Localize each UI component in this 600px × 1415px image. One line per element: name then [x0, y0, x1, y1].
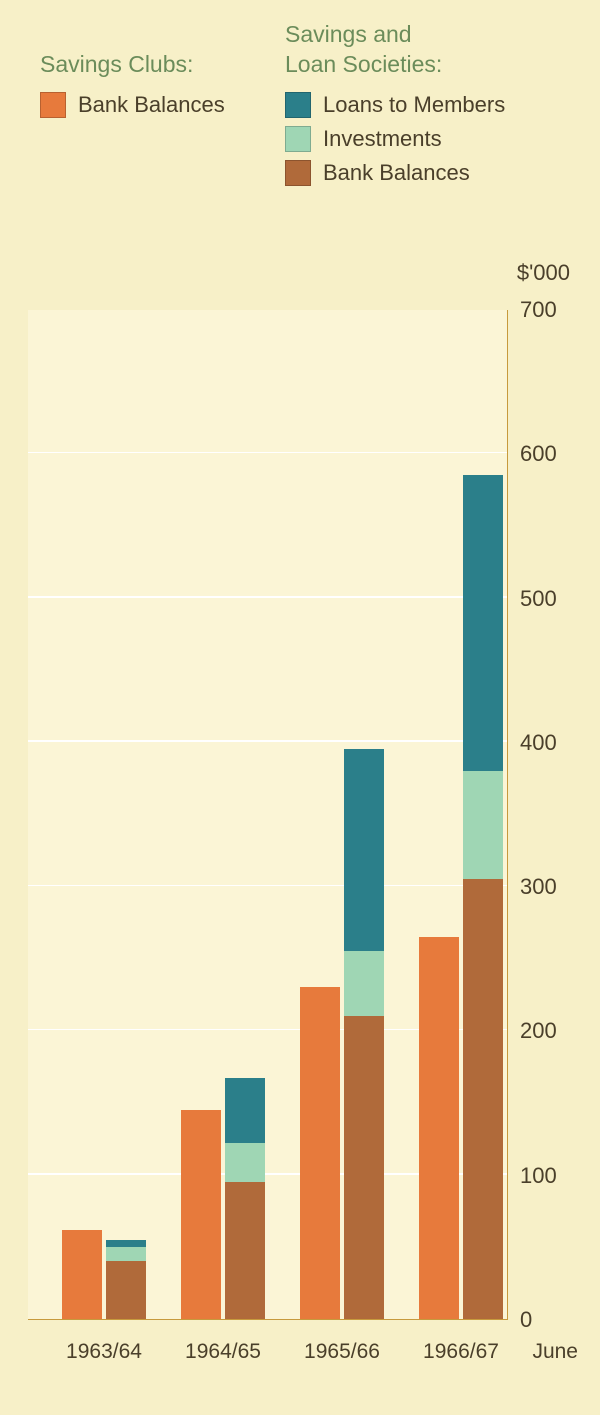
loan-societies-segment-invest — [344, 951, 384, 1016]
chart-plot-area — [28, 310, 508, 1320]
loan-societies-bar — [225, 1078, 265, 1319]
y-tick-label: 700 — [520, 297, 557, 323]
loan-societies-segment-loans — [344, 749, 384, 951]
y-tick-label: 0 — [520, 1307, 532, 1333]
legend-right-label: Bank Balances — [323, 160, 470, 186]
legend-right-label: Investments — [323, 126, 442, 152]
legend-left-item: Bank Balances — [40, 92, 225, 118]
legend-right-title: Savings and Loan Societies: — [285, 20, 505, 80]
legend-left-label: Bank Balances — [78, 92, 225, 118]
y-tick-label: 500 — [520, 586, 557, 612]
loan-societies-segment-loans — [463, 475, 503, 771]
legend-left-swatch — [40, 92, 66, 118]
y-tick-label: 200 — [520, 1018, 557, 1044]
loan-societies-segment-bank — [106, 1261, 146, 1319]
legend-right-item: Investments — [285, 126, 505, 152]
savings-clubs-segment — [62, 1230, 102, 1319]
loan-societies-segment-bank — [225, 1182, 265, 1319]
loan-societies-segment-bank — [463, 879, 503, 1319]
legend-right-item: Bank Balances — [285, 160, 505, 186]
loan-societies-segment-loans — [106, 1240, 146, 1247]
y-tick-label: 600 — [520, 441, 557, 467]
legend-left-column: Savings Clubs: Bank Balances — [40, 50, 225, 126]
loan-societies-segment-bank — [344, 1016, 384, 1319]
savings-clubs-bar — [419, 937, 459, 1319]
legend-right-label: Loans to Members — [323, 92, 505, 118]
y-tick-label: 300 — [520, 874, 557, 900]
y-tick-label: 100 — [520, 1163, 557, 1189]
x-axis-title: June — [532, 1340, 578, 1364]
savings-clubs-segment — [181, 1110, 221, 1319]
bar-group — [300, 749, 384, 1319]
savings-clubs-segment — [300, 987, 340, 1319]
savings-clubs-segment — [419, 937, 459, 1319]
loan-societies-segment-loans — [225, 1078, 265, 1143]
bar-group — [62, 1230, 146, 1319]
x-tick-label: 1965/66 — [304, 1340, 380, 1364]
loan-societies-segment-invest — [225, 1143, 265, 1182]
loan-societies-segment-invest — [463, 771, 503, 879]
legend-right-item: Loans to Members — [285, 92, 505, 118]
legend-right-swatch — [285, 92, 311, 118]
legend-right-swatch — [285, 126, 311, 152]
x-tick-label: 1964/65 — [185, 1340, 261, 1364]
y-axis-unit: $'000 — [517, 260, 570, 286]
legend-right-column: Savings and Loan Societies: Loans to Mem… — [285, 20, 505, 194]
legend-right-swatch — [285, 160, 311, 186]
bar-group — [181, 1078, 265, 1319]
x-tick-label: 1963/64 — [66, 1340, 142, 1364]
loan-societies-bar — [463, 475, 503, 1319]
x-tick-label: 1966/67 — [423, 1340, 499, 1364]
savings-clubs-bar — [300, 987, 340, 1319]
savings-clubs-bar — [62, 1230, 102, 1319]
bar-group — [419, 475, 503, 1319]
gridline — [28, 452, 507, 454]
loan-societies-bar — [344, 749, 384, 1319]
savings-clubs-bar — [181, 1110, 221, 1319]
y-tick-label: 400 — [520, 730, 557, 756]
legend-left-title: Savings Clubs: — [40, 50, 225, 80]
loan-societies-segment-invest — [106, 1247, 146, 1261]
loan-societies-bar — [106, 1240, 146, 1319]
